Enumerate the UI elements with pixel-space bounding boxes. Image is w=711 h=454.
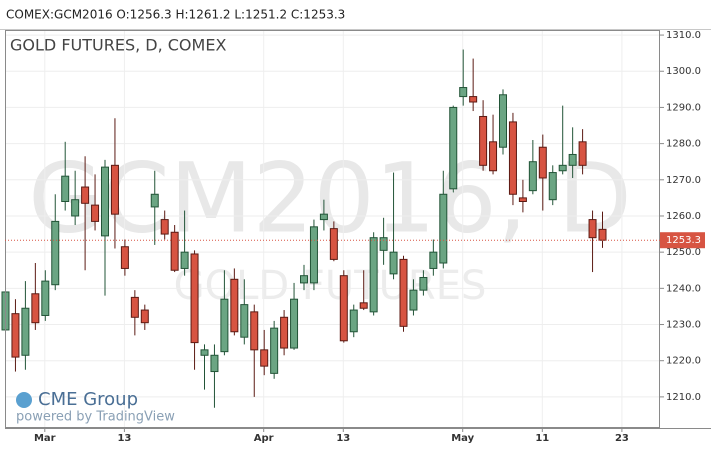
y-tick-label: 1260.0 bbox=[666, 211, 701, 222]
x-tick-label: 23 bbox=[615, 433, 629, 444]
candle-body bbox=[220, 298, 229, 353]
candle-body bbox=[250, 311, 259, 351]
y-tick-label: 1230.0 bbox=[666, 320, 701, 331]
candle-body bbox=[270, 327, 279, 374]
candle-body bbox=[300, 275, 308, 284]
candle-body bbox=[429, 251, 438, 269]
candle-body bbox=[479, 115, 488, 166]
candle-body bbox=[21, 307, 30, 356]
chart-title: GOLD FUTURES, D, COMEX bbox=[10, 36, 226, 55]
candle-body bbox=[518, 197, 527, 203]
candle-body bbox=[508, 121, 517, 195]
candle-body bbox=[240, 304, 249, 338]
candle-body bbox=[180, 251, 189, 269]
candle-body bbox=[31, 293, 40, 324]
candle-body bbox=[130, 296, 139, 318]
y-tick-label: 1310.0 bbox=[666, 30, 701, 41]
candle-body bbox=[120, 246, 129, 269]
candle-body bbox=[419, 276, 428, 291]
y-tick-label: 1240.0 bbox=[666, 283, 701, 294]
candle-body bbox=[389, 251, 398, 275]
candle-body bbox=[101, 166, 109, 237]
candle-body bbox=[280, 316, 289, 349]
x-tick-label: Apr bbox=[254, 433, 274, 444]
logo: CME Group powered by TradingView bbox=[16, 389, 175, 425]
y-tick-label: 1220.0 bbox=[666, 356, 701, 367]
candle-body bbox=[230, 278, 239, 333]
candle-body bbox=[51, 220, 60, 286]
candle-body bbox=[11, 313, 20, 358]
candle-body bbox=[439, 193, 448, 264]
candle-body bbox=[469, 96, 478, 103]
candle-body bbox=[588, 219, 597, 239]
candle-body bbox=[558, 164, 567, 172]
candle-body bbox=[61, 175, 70, 203]
x-tick-label: 13 bbox=[117, 433, 131, 444]
candle-body bbox=[528, 161, 537, 192]
candle-body bbox=[459, 87, 468, 98]
candle-body bbox=[210, 354, 219, 373]
candle-body bbox=[140, 309, 149, 324]
candle-body bbox=[548, 172, 557, 201]
candle-body bbox=[598, 228, 607, 241]
header-text: COMEX:GCM2016 O:1256.3 H:1261.2 L:1251.2… bbox=[6, 8, 345, 22]
candle-body bbox=[578, 141, 587, 166]
y-tick-label: 1210.0 bbox=[666, 392, 701, 403]
candle-body bbox=[200, 349, 209, 356]
candle-body bbox=[489, 141, 498, 172]
last-price-label: 1253.3 bbox=[666, 235, 701, 246]
header-bar bbox=[0, 0, 711, 29]
candle-body bbox=[359, 302, 368, 309]
candle-body bbox=[71, 199, 80, 217]
candle-body bbox=[369, 237, 378, 313]
x-tick-label: Mar bbox=[34, 433, 56, 444]
candle-body bbox=[339, 275, 348, 342]
y-tick-label: 1270.0 bbox=[666, 175, 701, 186]
last-price-tag bbox=[660, 232, 705, 249]
candle-body bbox=[319, 213, 328, 221]
candle-body bbox=[260, 349, 269, 367]
candle-body bbox=[170, 231, 179, 271]
candle-body bbox=[110, 164, 119, 215]
candle-body bbox=[409, 289, 418, 311]
powered-by: powered by TradingView bbox=[16, 410, 175, 425]
y-tick-label: 1250.0 bbox=[666, 247, 701, 258]
candle-body bbox=[150, 193, 159, 208]
logo-globe bbox=[16, 392, 32, 408]
candle-body bbox=[309, 226, 318, 284]
x-tick-label: 13 bbox=[336, 433, 350, 444]
y-tick-label: 1290.0 bbox=[666, 102, 701, 113]
candle-body bbox=[499, 94, 507, 148]
x-tick-label: 11 bbox=[535, 433, 549, 444]
candle-body bbox=[538, 146, 547, 179]
y-tick-label: 1280.0 bbox=[666, 139, 701, 150]
candle-body bbox=[568, 153, 577, 166]
candle-body bbox=[329, 228, 338, 260]
candle-body bbox=[399, 258, 408, 327]
plot-area bbox=[1, 30, 660, 428]
candle-body bbox=[160, 219, 169, 235]
y-tick-label: 1300.0 bbox=[666, 66, 701, 77]
x-tick-label: May bbox=[451, 433, 474, 444]
candle-body bbox=[190, 253, 199, 344]
candle-body bbox=[41, 280, 50, 316]
candle-body bbox=[449, 106, 458, 190]
plot-border bbox=[5, 30, 660, 428]
logo-text: CME Group bbox=[38, 389, 138, 410]
candle-body bbox=[91, 204, 100, 222]
candle-body bbox=[290, 298, 299, 349]
candle-body bbox=[379, 237, 388, 251]
candle-body bbox=[81, 186, 90, 204]
candle-body bbox=[349, 309, 358, 333]
